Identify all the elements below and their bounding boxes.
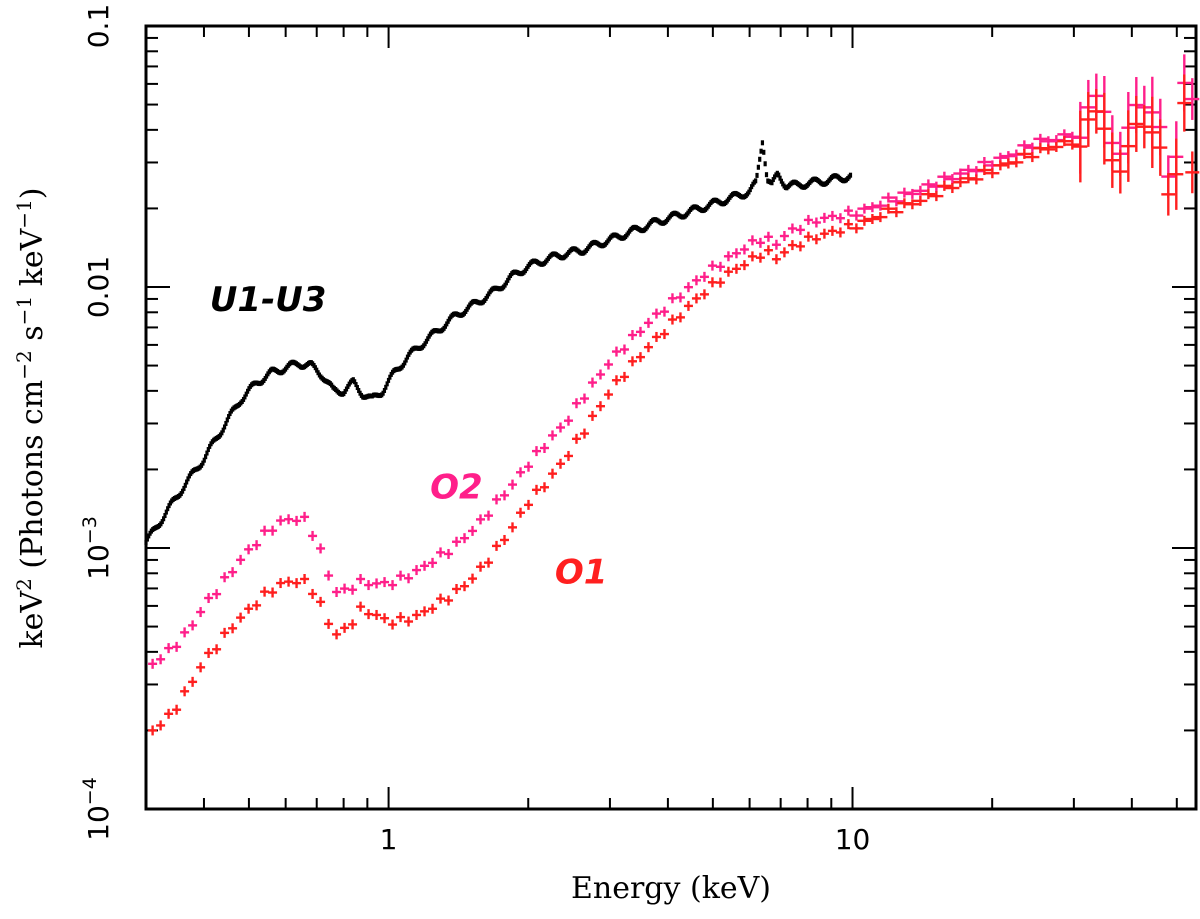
data-point	[222, 424, 227, 430]
data-point	[754, 178, 758, 184]
data-point	[771, 177, 775, 183]
data-point	[424, 338, 429, 344]
data-point	[760, 140, 765, 146]
data-point	[445, 321, 449, 327]
data-point	[204, 454, 208, 460]
data-point	[166, 506, 170, 512]
data-point	[144, 539, 148, 545]
data-point	[243, 394, 247, 400]
data-point	[755, 172, 759, 178]
y-tick-label: 10−4	[79, 777, 115, 841]
data-point	[221, 427, 225, 433]
series-label-U1-U3: U1-U3	[210, 280, 327, 320]
y-axis-label-part: s	[15, 325, 50, 350]
data-point	[167, 503, 171, 509]
data-point	[353, 379, 357, 385]
y-axis-label-sup: 2	[12, 578, 36, 591]
data-point	[186, 476, 190, 482]
y-tick-label-exp: −4	[79, 777, 101, 805]
y-axis-label-sup: −2	[12, 350, 36, 379]
data-point	[779, 178, 783, 184]
data-point	[506, 277, 510, 283]
data-point	[145, 536, 149, 542]
data-point	[225, 417, 229, 423]
data-point	[202, 457, 206, 463]
data-point	[388, 374, 392, 380]
data-point	[777, 172, 781, 178]
data-point	[763, 161, 767, 167]
data-point	[180, 488, 185, 494]
data-point	[748, 187, 752, 193]
data-point	[224, 420, 228, 426]
data-point	[386, 377, 391, 383]
data-point	[764, 172, 769, 178]
data-point	[405, 354, 410, 360]
data-point	[759, 148, 763, 154]
data-point	[185, 479, 189, 485]
y-tick-label-base: 10	[82, 544, 115, 580]
data-point	[355, 385, 359, 391]
data-point	[404, 357, 408, 363]
data-point	[220, 430, 224, 436]
series-label-O1: O1	[555, 553, 608, 593]
data-point	[756, 164, 760, 170]
plot-frame	[144, 24, 1198, 811]
data-point	[164, 509, 168, 515]
y-tick-label: 0.01	[82, 256, 115, 318]
y-axis-label-sup: −1	[12, 296, 36, 325]
series-labels: U1-U3 O2 O1	[210, 280, 608, 593]
y-axis-label-sup: −1	[12, 199, 36, 228]
data-point	[762, 149, 766, 155]
series-O1	[148, 74, 1200, 736]
y-axis-label-part: keV	[15, 227, 50, 295]
data-point	[206, 447, 210, 453]
series-O2	[148, 54, 1200, 669]
y-axis-label-part: (Photons cm	[15, 380, 50, 578]
x-axis-label: Energy (keV)	[571, 871, 771, 906]
data-point	[201, 460, 205, 466]
data-point	[403, 360, 407, 366]
y-tick-label: 0.1	[82, 4, 115, 49]
data-point	[208, 443, 212, 449]
data-point	[848, 172, 853, 178]
x-tick-label: 10	[835, 823, 871, 856]
data-point	[241, 396, 246, 402]
y-tick-label-base: 10	[82, 805, 115, 841]
data-point	[384, 384, 388, 390]
data-point	[385, 381, 389, 387]
data-point	[246, 388, 250, 394]
data-point	[315, 367, 319, 373]
data-point	[163, 513, 167, 519]
y-axis-label-part: )	[15, 187, 50, 199]
data-point	[344, 386, 349, 392]
data-point	[227, 414, 231, 420]
data-point	[160, 519, 164, 525]
data-point	[244, 391, 248, 397]
series-U1-U3	[144, 140, 853, 545]
data-point	[504, 280, 508, 286]
data-point	[205, 450, 209, 456]
series-label-O2: O2	[430, 467, 483, 507]
axis-ticks	[145, 25, 1196, 810]
data-point	[749, 184, 754, 190]
data-point	[357, 388, 361, 394]
data-point	[381, 390, 385, 396]
y-tick-label: 10−3	[79, 516, 115, 580]
data-point	[354, 382, 358, 388]
y-tick-label-exp: −3	[79, 516, 101, 544]
y-axis-label: keV2 (Photons cm−2 s−1 keV−1)	[12, 187, 50, 648]
data-point	[382, 387, 387, 393]
y-axis-label-part: keV	[15, 590, 50, 649]
data-point	[758, 156, 762, 162]
data-point	[770, 180, 774, 186]
data-point	[147, 533, 151, 539]
data-point	[778, 175, 782, 181]
plot-area	[144, 54, 1200, 736]
x-tick-label: 1	[380, 823, 398, 856]
data-point	[162, 516, 166, 522]
data-point	[183, 482, 187, 488]
data-point	[182, 485, 186, 491]
